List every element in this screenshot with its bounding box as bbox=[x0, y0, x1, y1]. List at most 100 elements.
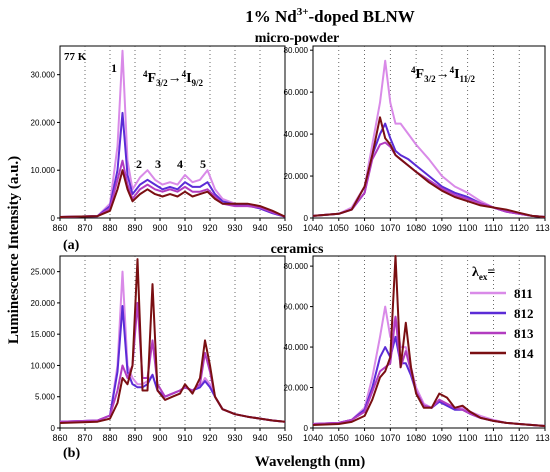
y-tick-label: 40.000 bbox=[284, 130, 309, 139]
x-tick-label: 930 bbox=[227, 223, 242, 233]
y-tick-label: 0 bbox=[51, 424, 56, 433]
x-tick-label: 1080 bbox=[406, 433, 426, 443]
peak-label-1: 1 bbox=[111, 61, 117, 75]
legend-label-814: 814 bbox=[514, 346, 534, 361]
row1-label: micro-powder bbox=[255, 31, 340, 46]
x-tick-label: 1120 bbox=[510, 223, 529, 233]
series-line-814 bbox=[312, 116, 546, 218]
x-tick-label: 900 bbox=[152, 223, 167, 233]
x-tick-label: 910 bbox=[177, 223, 192, 233]
y-tick-label: 0 bbox=[304, 214, 309, 223]
panel-label-a: (a) bbox=[63, 238, 80, 253]
panel-ceramic-9/2: 860 870 880 890 900 910 920 930 940 950 0 5.000 10.0… bbox=[31, 255, 293, 443]
peak-label-5: 5 bbox=[200, 157, 206, 171]
x-tick-label: 940 bbox=[252, 433, 267, 443]
x-tick-label: 1060 bbox=[355, 223, 375, 233]
legend-title: λex= bbox=[472, 265, 495, 282]
series-line-814 bbox=[59, 258, 286, 424]
x-tick-label: 1040 bbox=[303, 223, 323, 233]
y-axis-label: Luminescence Intensity (a.u.) bbox=[6, 156, 22, 344]
x-tick-label: 880 bbox=[102, 223, 117, 233]
x-tick-label: 1070 bbox=[380, 223, 400, 233]
y-tick-label: 20.000 bbox=[284, 384, 309, 393]
y-tick-label: 0 bbox=[51, 214, 56, 223]
y-tick-label: 5.000 bbox=[35, 393, 56, 402]
x-tick-label: 900 bbox=[152, 433, 167, 443]
legend-label-812: 812 bbox=[514, 306, 534, 321]
panel-powder-9/2: 860 870 880 890 900 910 920 930 940 950 0 10.000 20.… bbox=[31, 45, 293, 233]
x-tick-label: 1090 bbox=[432, 433, 452, 443]
transition-9-2-label: 4F3/2→4I9/2 bbox=[143, 69, 204, 88]
panel-label-b: (b) bbox=[63, 446, 80, 461]
title-pre: 1% Nd bbox=[245, 7, 297, 26]
x-tick-label: 950 bbox=[277, 433, 292, 443]
title-post: -doped BLNW bbox=[308, 7, 414, 26]
x-tick-label: 920 bbox=[202, 223, 217, 233]
y-tick-label: 20.000 bbox=[284, 172, 309, 181]
y-tick-label: 15.000 bbox=[31, 330, 56, 339]
panel-ceramic-11/2: 1040 1050 1060 1070 1080 1090 1100 1110 1120 113 0… bbox=[284, 255, 550, 443]
peak-label-3: 3 bbox=[155, 157, 161, 171]
figure-title: 1% Nd3+-doped BLNW bbox=[245, 6, 415, 26]
x-tick-label: 920 bbox=[202, 433, 217, 443]
temperature-label: 77 K bbox=[64, 51, 87, 63]
x-tick-label: 870 bbox=[77, 223, 92, 233]
x-tick-label: 1050 bbox=[329, 223, 349, 233]
transition-11-2-label: 4F3/2→4I11/2 bbox=[411, 65, 476, 84]
y-tick-label: 10.000 bbox=[31, 361, 56, 370]
y-tick-label: 60.000 bbox=[284, 88, 309, 97]
x-tick-label: 890 bbox=[127, 223, 142, 233]
x-tick-label: 1070 bbox=[380, 433, 400, 443]
series-line-814 bbox=[312, 255, 546, 427]
x-tick-label: 950 bbox=[277, 223, 292, 233]
x-tick-label: 870 bbox=[77, 433, 92, 443]
y-tick-label: 80.000 bbox=[284, 262, 309, 271]
y-tick-label: 20.000 bbox=[31, 118, 56, 127]
x-tick-label: 940 bbox=[252, 223, 267, 233]
y-tick-label: 60.000 bbox=[284, 303, 309, 312]
plot-frame bbox=[312, 255, 546, 429]
row2-label: ceramics bbox=[271, 242, 324, 257]
x-tick-label: 880 bbox=[102, 433, 117, 443]
x-tick-label: 1080 bbox=[406, 223, 426, 233]
x-tick-label: 1060 bbox=[355, 433, 375, 443]
x-tick-label: 930 bbox=[227, 433, 242, 443]
y-tick-label: 25.000 bbox=[31, 268, 56, 277]
x-tick-label: 860 bbox=[52, 223, 67, 233]
y-tick-label: 40.000 bbox=[284, 343, 309, 352]
panels-group: 860 870 880 890 900 910 920 930 940 950 0 10.000 20.… bbox=[31, 45, 550, 443]
peak-label-4: 4 bbox=[177, 157, 183, 171]
series-line-813 bbox=[59, 159, 286, 218]
title-sup: 3+ bbox=[297, 6, 309, 18]
legend-label-813: 813 bbox=[514, 326, 534, 341]
plot-frame bbox=[312, 45, 546, 219]
x-tick-label: 1050 bbox=[329, 433, 349, 443]
y-tick-label: 0 bbox=[304, 424, 309, 433]
x-tick-label: 890 bbox=[127, 433, 142, 443]
series-line-811 bbox=[312, 305, 546, 427]
x-axis-label: Wavelength (nm) bbox=[255, 454, 365, 470]
x-tick-label: 860 bbox=[52, 433, 67, 443]
peak-label-2: 2 bbox=[136, 157, 142, 171]
series-line-814 bbox=[59, 169, 286, 218]
legend: λex= 811 812 813 814 bbox=[470, 265, 534, 361]
y-tick-label: 10.000 bbox=[31, 166, 56, 175]
x-tick-label: 1100 bbox=[458, 223, 477, 233]
panel-powder-11/2: 1040 1050 1060 1070 1080 1090 1100 1110 1120 113 0… bbox=[284, 45, 550, 233]
y-tick-label: 20.000 bbox=[31, 299, 56, 308]
x-tick-label: 1090 bbox=[432, 223, 452, 233]
y-tick-label: 30.000 bbox=[31, 71, 56, 80]
x-tick-label: 1100 bbox=[458, 433, 477, 443]
x-tick-label: 1120 bbox=[510, 433, 529, 443]
x-tick-label: 1110 bbox=[484, 223, 503, 233]
legend-label-811: 811 bbox=[514, 286, 533, 301]
y-tick-label: 80.000 bbox=[284, 46, 309, 55]
plot-frame bbox=[59, 255, 286, 429]
x-tick-label: 910 bbox=[177, 433, 192, 443]
series-line-812 bbox=[59, 111, 286, 218]
x-tick-label: 1110 bbox=[484, 433, 503, 443]
x-tick-label: 1040 bbox=[303, 433, 323, 443]
